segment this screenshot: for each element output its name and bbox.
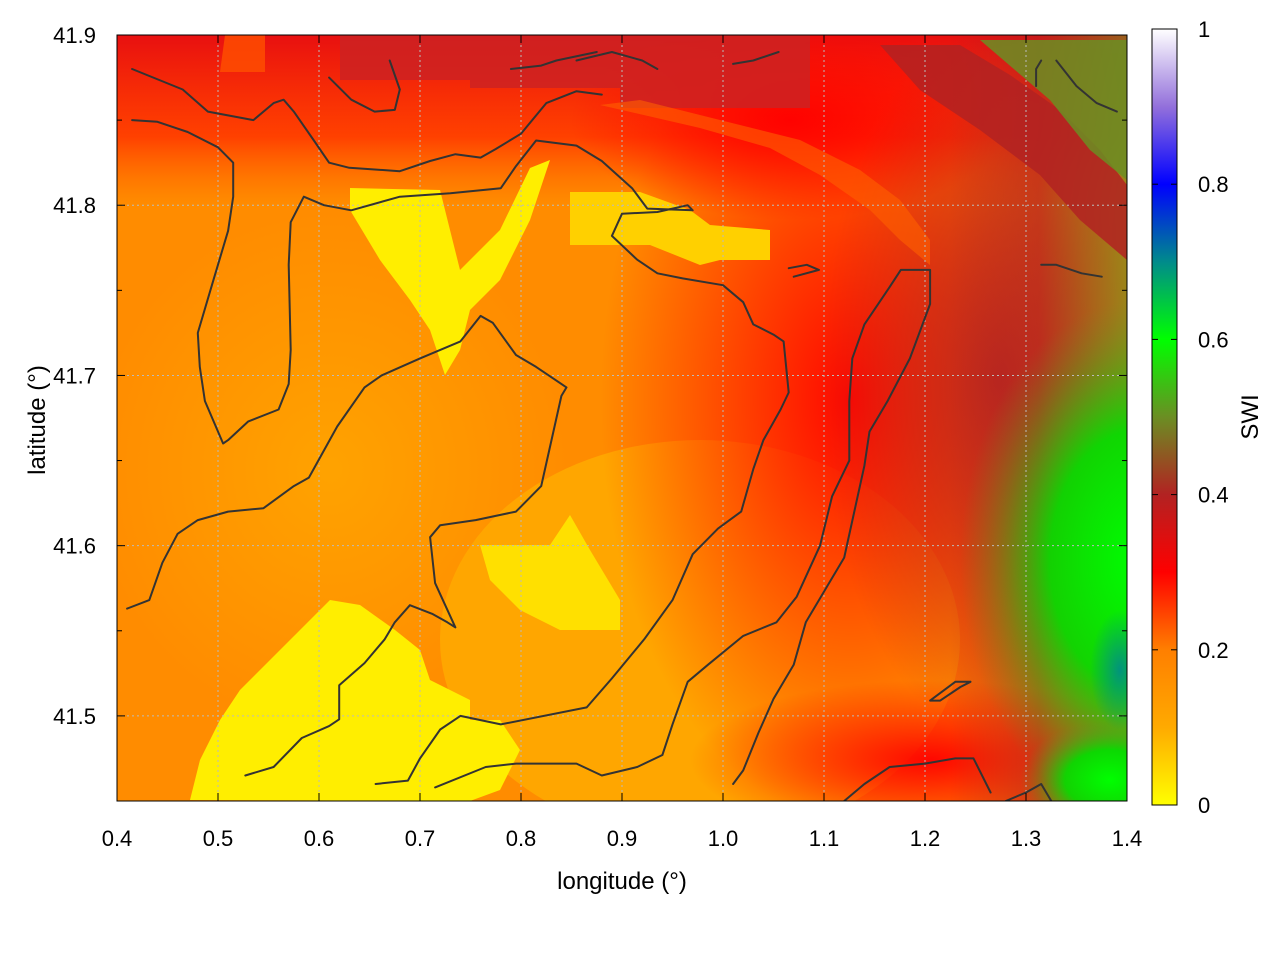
colorbar-axis: 0 0.2 0.4 0.6 0.8 1 xyxy=(1152,17,1229,818)
x-tick-label: 1.0 xyxy=(708,826,739,851)
colorbar-tick-label: 0.2 xyxy=(1198,638,1229,663)
colorbar-tick-label: 0 xyxy=(1198,793,1210,818)
y-tick-label: 41.7 xyxy=(53,363,96,388)
y-axis: 41.5 41.6 41.7 41.8 41.9 xyxy=(53,23,1127,729)
contour-line xyxy=(732,51,780,65)
contour-line xyxy=(1055,59,1118,113)
contour-line xyxy=(575,51,659,70)
colorbar-tick-label: 1 xyxy=(1198,17,1210,42)
contour-line xyxy=(843,757,992,801)
x-tick-label: 0.6 xyxy=(304,826,335,851)
y-tick-label: 41.6 xyxy=(53,534,96,559)
y-tick-label: 41.8 xyxy=(53,193,96,218)
colorbar-tick-label: 0.8 xyxy=(1198,172,1229,197)
x-tick-label: 0.9 xyxy=(607,826,638,851)
swi-field xyxy=(117,35,1127,801)
x-axis-label: longitude (°) xyxy=(557,868,687,895)
contour-line xyxy=(1035,59,1043,88)
contour-line xyxy=(131,68,603,173)
colorbar-label: SWI xyxy=(1237,394,1264,439)
contour-line xyxy=(509,51,598,70)
y-axis-label: latitude (°) xyxy=(24,365,51,475)
x-tick-label: 0.4 xyxy=(102,826,133,851)
contour-line xyxy=(126,314,568,777)
contour-lines xyxy=(126,51,1118,801)
contour-line xyxy=(131,119,790,785)
x-tick-label: 0.5 xyxy=(203,826,234,851)
x-tick-label: 1.4 xyxy=(1112,826,1143,851)
x-tick-label: 0.7 xyxy=(405,826,436,851)
colorbar-tick-label: 0.4 xyxy=(1198,483,1229,508)
x-tick-label: 1.1 xyxy=(809,826,840,851)
contour-line xyxy=(1004,783,1053,801)
contour-line xyxy=(434,268,932,789)
x-tick-label: 1.2 xyxy=(910,826,941,851)
x-tick-label: 0.8 xyxy=(506,826,537,851)
contour-line xyxy=(929,680,972,702)
colorbar-tick-label: 0.6 xyxy=(1198,327,1229,352)
x-axis: 0.4 0.5 0.6 0.7 0.8 0.9 1.0 1.1 1.2 1.3 1.4 xyxy=(102,35,1143,851)
contour-line xyxy=(328,59,401,113)
y-tick-label: 41.5 xyxy=(53,704,96,729)
contour-line xyxy=(1040,263,1103,278)
contour-line xyxy=(787,263,820,278)
y-tick-label: 41.9 xyxy=(53,23,96,48)
x-tick-label: 1.3 xyxy=(1011,826,1042,851)
colorbar xyxy=(1151,28,1178,806)
